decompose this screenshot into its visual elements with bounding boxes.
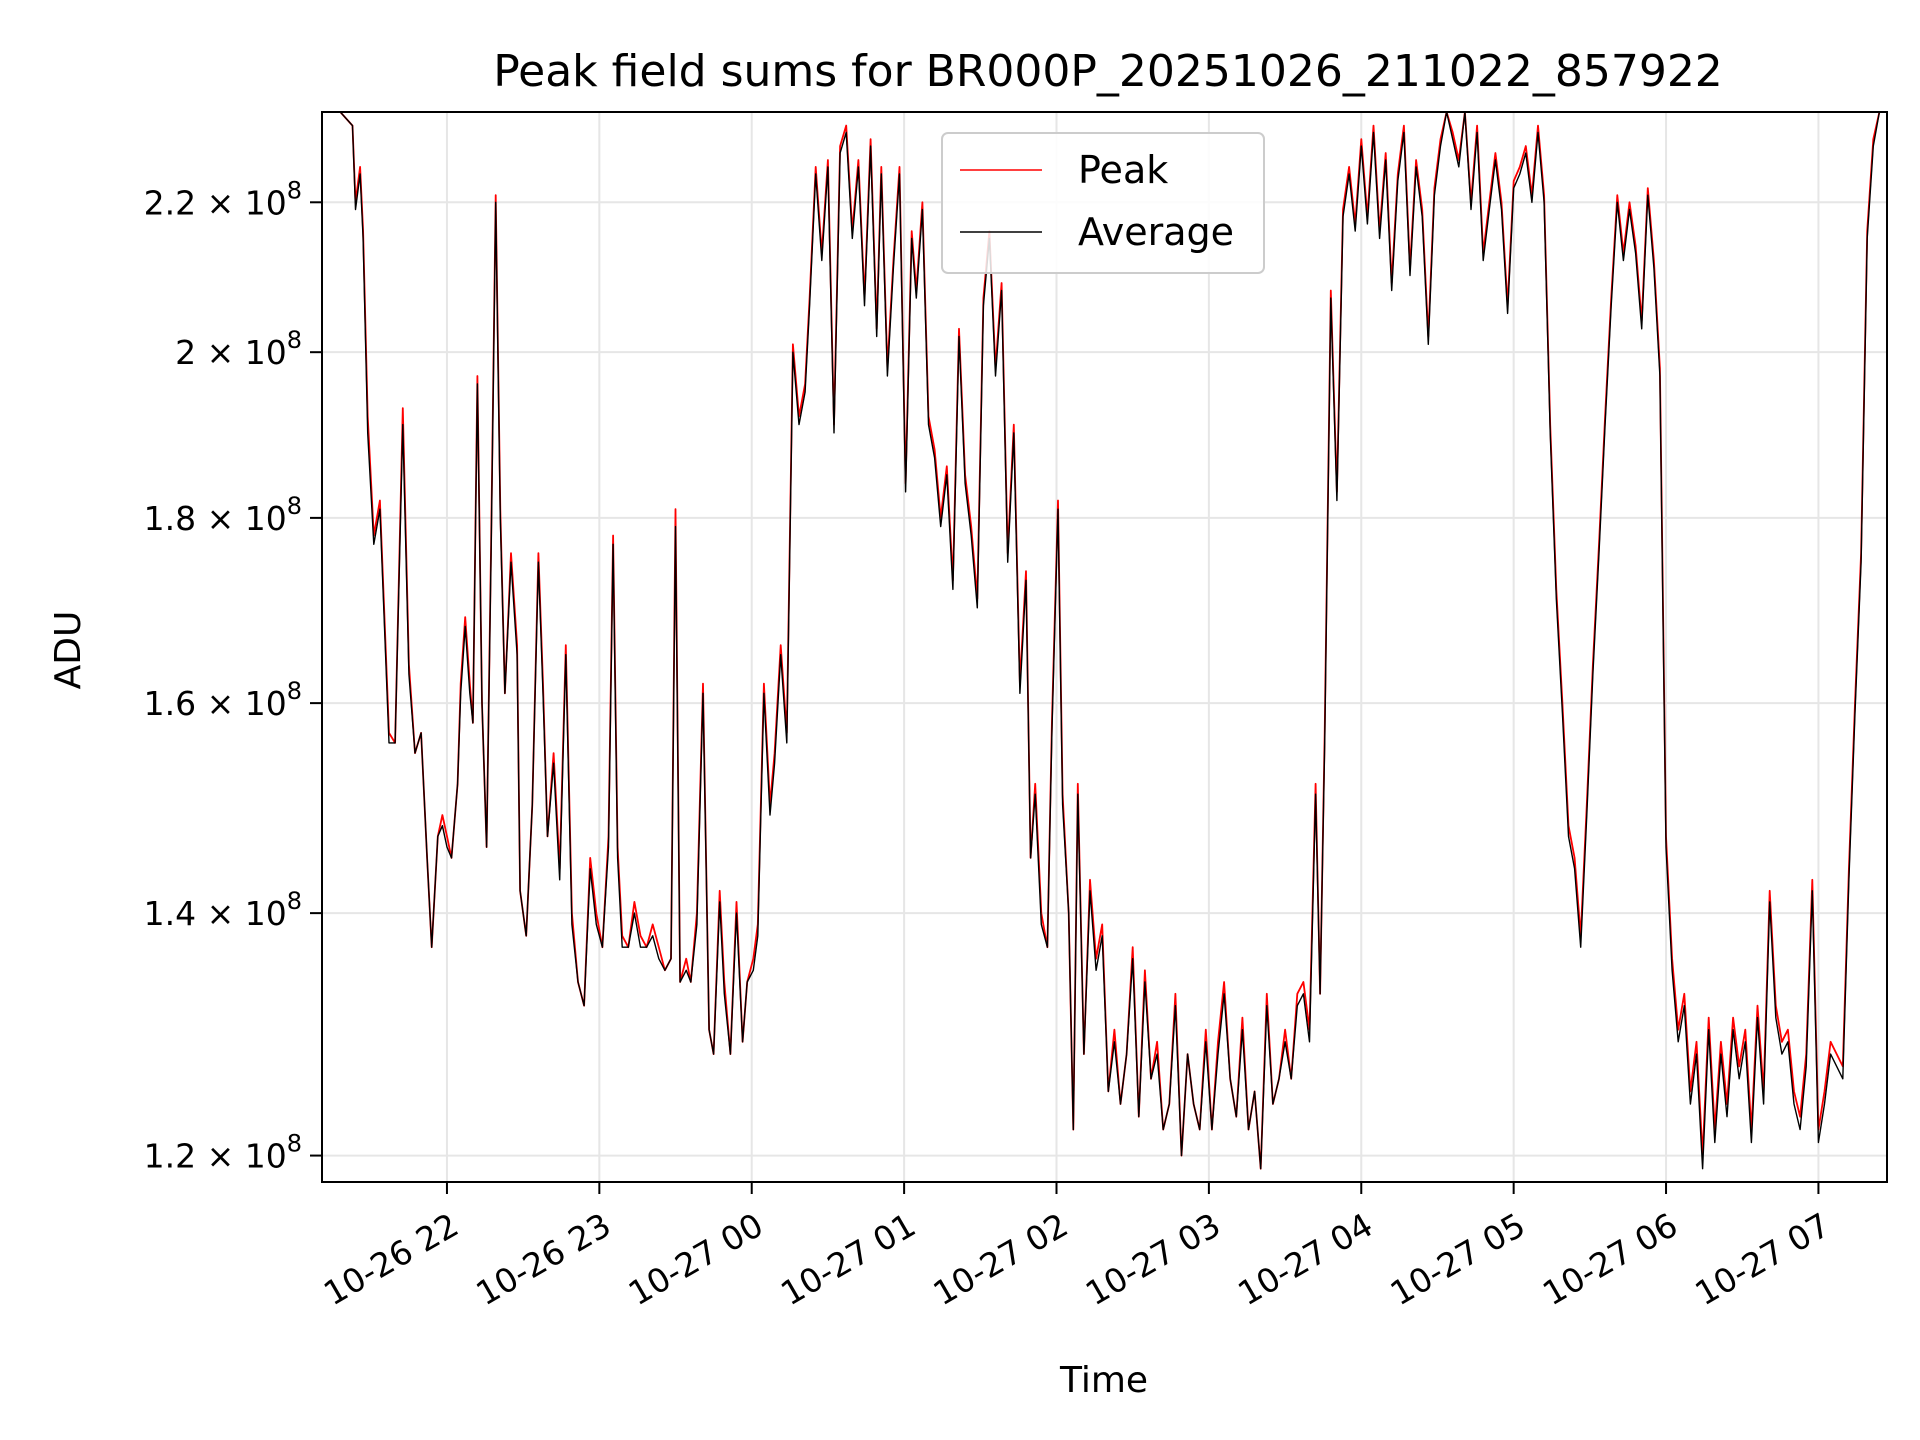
x-axis-label: Time — [1059, 1360, 1148, 1401]
y-tick-label: 1.4 × 108 — [144, 887, 302, 933]
chart-title: Peak field sums for BR000P_20251026_2110… — [493, 46, 1723, 97]
y-axis-label: ADU — [48, 611, 89, 690]
y-tick-label: 1.8 × 108 — [144, 492, 302, 538]
y-tick-label: 1.2 × 108 — [144, 1130, 302, 1176]
grid — [322, 112, 1887, 1182]
y-axis: 1.2 × 108 1.4 × 108 1.6 × 108 1.8 × 108 2 × … — [144, 176, 322, 1176]
series-layer — [322, 112, 1887, 1170]
legend: Peak Average — [941, 132, 1265, 274]
y-tick-label: 2 × 108 — [175, 326, 302, 372]
y-tick-label: 2.2 × 108 — [144, 176, 302, 222]
y-tick-label: 1.6 × 108 — [144, 677, 302, 723]
legend-frame — [941, 132, 1265, 274]
series-line-average — [322, 112, 1887, 1170]
legend-peak-label: Peak — [1078, 148, 1168, 192]
plot-frame — [321, 111, 1888, 1183]
legend-average-label: Average — [1078, 210, 1234, 254]
